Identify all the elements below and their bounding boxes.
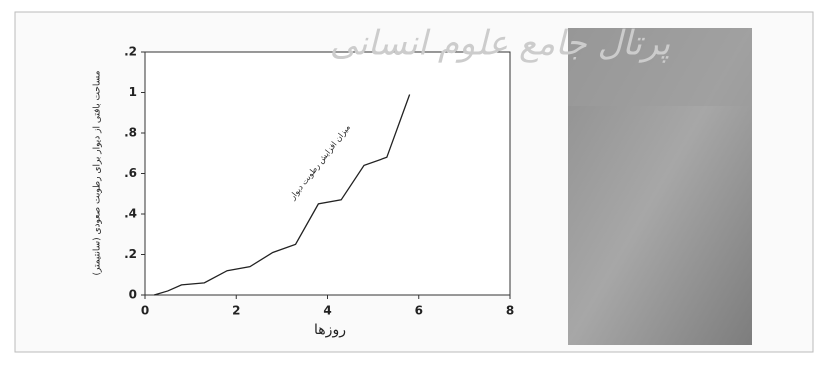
- y-tick-label: .8: [124, 126, 137, 140]
- x-tick-label: 8: [506, 304, 514, 318]
- y-tick-label: 0: [129, 288, 137, 302]
- x-tick-label: 6: [415, 304, 423, 318]
- plot-area: [144, 51, 511, 296]
- y-axis-label: مساحت بافتی از دیوار برای رطوبت صعودی (س…: [93, 70, 103, 275]
- y-tick-label: .2: [124, 45, 137, 59]
- x-tick-label: 2: [232, 304, 240, 318]
- x-axis-label: روزها: [314, 322, 346, 338]
- y-tick-label: .4: [124, 207, 137, 221]
- x-tick-label: 0: [141, 304, 149, 318]
- watermark: پرتال جامع علوم انسانی: [330, 24, 670, 64]
- x-tick-label: 4: [323, 304, 331, 318]
- y-tick-label: .2: [124, 247, 137, 261]
- photo-band: [568, 28, 752, 106]
- line: [153, 94, 411, 296]
- y-tick-label: .6: [124, 166, 137, 180]
- y-tick-label: 1: [129, 85, 137, 99]
